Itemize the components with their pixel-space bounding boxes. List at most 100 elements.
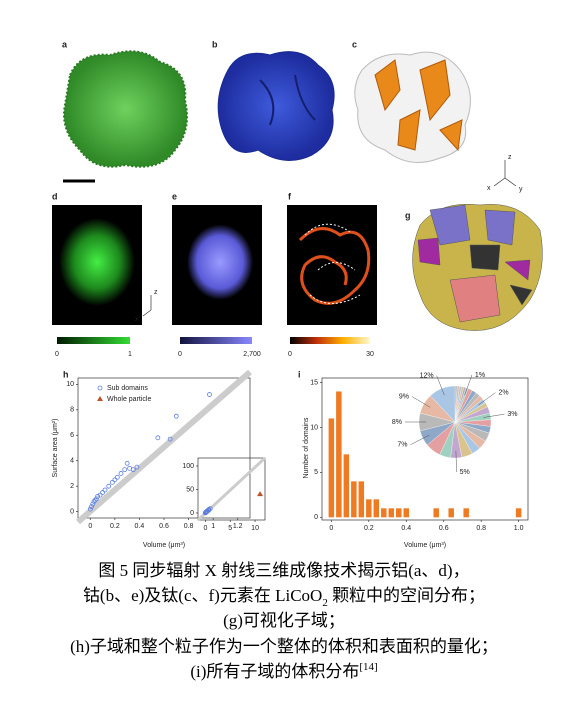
x-axis-label: Volume (μm³) xyxy=(143,542,185,549)
scatter-point xyxy=(106,483,112,489)
y-axis-label: Surface area (μm²) xyxy=(52,419,59,478)
colorbar-tick-label: 0 xyxy=(55,351,59,358)
trend-band xyxy=(76,369,252,525)
scatter-point xyxy=(114,474,120,480)
x-tick-label: 10 xyxy=(251,525,259,532)
panel-label: d xyxy=(52,191,58,201)
scatter-point xyxy=(92,497,98,503)
leader-line xyxy=(455,450,457,472)
x-tick-label: 0 xyxy=(203,525,207,532)
triangle-point xyxy=(97,396,103,401)
scatter-point xyxy=(102,487,108,493)
blue-particle xyxy=(217,51,335,161)
scatter-point xyxy=(112,477,118,483)
tomogram-f xyxy=(287,205,377,325)
colorbar-tick-label: 30 xyxy=(366,351,374,358)
legend-label: Sub domains xyxy=(107,385,148,392)
scatter-point xyxy=(207,392,212,397)
pie-label: 2% xyxy=(498,389,508,396)
panel-label: e xyxy=(172,191,177,201)
y-tick-label: 6 xyxy=(70,432,74,439)
pie-label: 1% xyxy=(475,372,485,379)
green-signal xyxy=(59,218,135,306)
scatter-point xyxy=(173,413,179,419)
scatter-point xyxy=(124,460,130,466)
histogram-bar xyxy=(328,418,335,518)
inset-frame xyxy=(197,457,266,521)
y-tick-label: 10 xyxy=(310,424,318,431)
histogram-bar xyxy=(433,508,439,518)
histogram-bar xyxy=(351,481,357,518)
colorbar-tick-label: 0 xyxy=(288,351,292,358)
pie-label: 5% xyxy=(460,469,470,476)
caption-line: 图 5 同步辐射 X 射线三维成像技术揭示铝(a、d)， xyxy=(98,561,469,580)
pie-label: 8% xyxy=(392,419,402,426)
caption-text: 2 xyxy=(322,597,328,609)
colorbar-tick-label: 0 xyxy=(178,351,182,358)
panel-label: a xyxy=(62,39,68,49)
scatter-point xyxy=(167,436,173,442)
histogram-bar xyxy=(336,391,342,518)
axis-icon-label: z xyxy=(508,154,512,161)
leader-line xyxy=(436,375,445,396)
scatter-point xyxy=(91,499,97,504)
x-tick-label: 0.8 xyxy=(476,525,486,532)
histogram-bar xyxy=(358,481,365,518)
pie-label: 7% xyxy=(397,442,407,449)
caption-line: (i)所有子域的体积分布[14] xyxy=(190,661,377,681)
x-tick-label: 0.6 xyxy=(159,523,169,530)
y-tick-label: 10 xyxy=(66,381,74,388)
plot-frame xyxy=(321,377,529,521)
colorbar xyxy=(57,337,130,344)
x-tick-label: 0.4 xyxy=(135,523,145,530)
axes-icon-2 xyxy=(142,295,152,317)
scatter-point xyxy=(155,435,161,441)
scatter-point xyxy=(134,464,140,470)
y-axis-label: Number of domains xyxy=(303,417,310,479)
histogram-bar xyxy=(463,508,469,518)
x-tick-label: 1.2 xyxy=(233,523,243,530)
scatter-point xyxy=(97,492,103,498)
panel-label: b xyxy=(212,39,218,49)
x-tick-label: 0.2 xyxy=(110,523,120,530)
caption-line: (h)子域和整个粒子作为一个整体的体积和表面积的量化； xyxy=(70,637,498,656)
x-tick-label: 1 xyxy=(211,523,215,530)
axis-icon-label: x xyxy=(135,316,139,323)
scatter-point xyxy=(95,493,101,499)
scatter-point xyxy=(87,506,93,512)
axis-icon-label: y xyxy=(519,186,523,193)
histogram-bar xyxy=(381,508,387,518)
caption-text: 图 5 同步辐射 X 射线三维成像技术揭示铝(a、d)， xyxy=(98,561,469,580)
x-tick-label: 0 xyxy=(329,525,333,532)
y-tick-label: 0 xyxy=(314,514,318,521)
y-tick-label: 2 xyxy=(70,483,74,490)
panel-label: i xyxy=(298,369,301,379)
orange-phase xyxy=(374,59,463,152)
x-tick-label: 0.6 xyxy=(439,525,449,532)
y-tick-label: 5 xyxy=(314,469,318,476)
scatter-point xyxy=(90,501,96,507)
scatter-point xyxy=(130,467,136,473)
scatter-point xyxy=(110,479,115,485)
histogram-bar xyxy=(388,508,395,518)
y-tick-label: 8 xyxy=(70,407,74,414)
colorbar-tick-label: 1 xyxy=(128,351,132,358)
scatter-point xyxy=(89,504,94,509)
subdomain-particle xyxy=(412,204,543,331)
y-tick-label: 50 xyxy=(186,486,194,493)
scatter-point xyxy=(118,471,124,476)
caption-line: 钴(b、e)及钛(c、f)元素在 LiCoO2 颗粒中的空间分布； xyxy=(83,586,485,609)
trend-band xyxy=(196,456,267,522)
x-tick-label: 5 xyxy=(228,525,232,532)
caption-text: (i)所有子域的体积分布 xyxy=(190,662,359,681)
green-particle xyxy=(63,50,188,168)
pie-label: 12% xyxy=(420,372,434,379)
leader-line xyxy=(464,374,473,395)
y-tick-label: 15 xyxy=(310,379,318,386)
pie-label: 3% xyxy=(507,411,517,418)
panel-label: f xyxy=(288,191,292,201)
caption-line: (g)可视化子域； xyxy=(223,611,345,630)
triangle-point xyxy=(257,491,264,497)
blue-signal xyxy=(186,224,254,300)
